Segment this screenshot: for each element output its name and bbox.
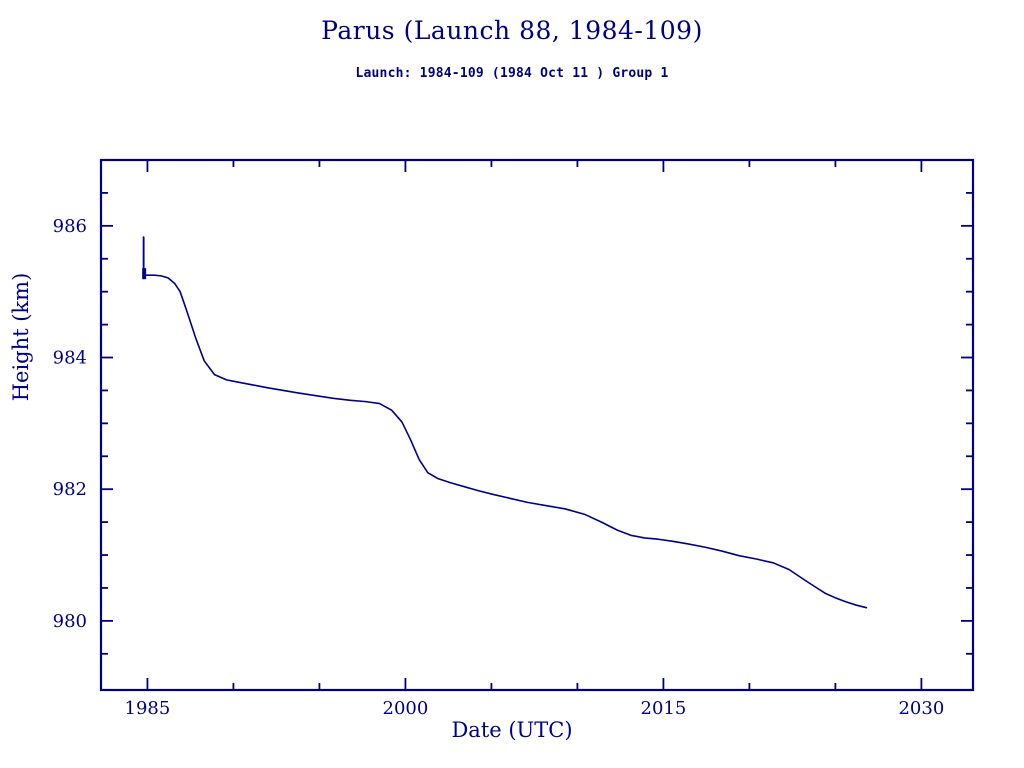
page-title: Parus (Launch 88, 1984-109): [321, 16, 703, 45]
x-axis-ticks: [146, 160, 923, 690]
y-tick-label: 984: [53, 348, 87, 369]
y-tick-label: 986: [53, 216, 87, 237]
x-axis-label: Date (UTC): [451, 718, 573, 742]
axes-frame: [99, 158, 975, 692]
y-tick-label: 982: [53, 479, 87, 500]
chart-subtitle: Launch: 1984-109 (1984 Oct 11 ) Group 1: [355, 66, 669, 81]
x-tick-label: 2030: [898, 698, 944, 719]
x-tick-label: 2000: [383, 698, 429, 719]
x-tick-label: 1985: [125, 698, 171, 719]
x-tick-labels: 1985 2000 2015 2030: [125, 698, 945, 719]
y-tick-labels: 980 982 984 986: [53, 216, 87, 632]
x-tick-label: 2015: [641, 698, 687, 719]
data-line: [142, 236, 868, 609]
data-series-group: [142, 236, 868, 609]
y-tick-label: 980: [53, 611, 87, 632]
y-axis-ticks: [101, 192, 973, 655]
launch-spike-base: [142, 268, 147, 280]
